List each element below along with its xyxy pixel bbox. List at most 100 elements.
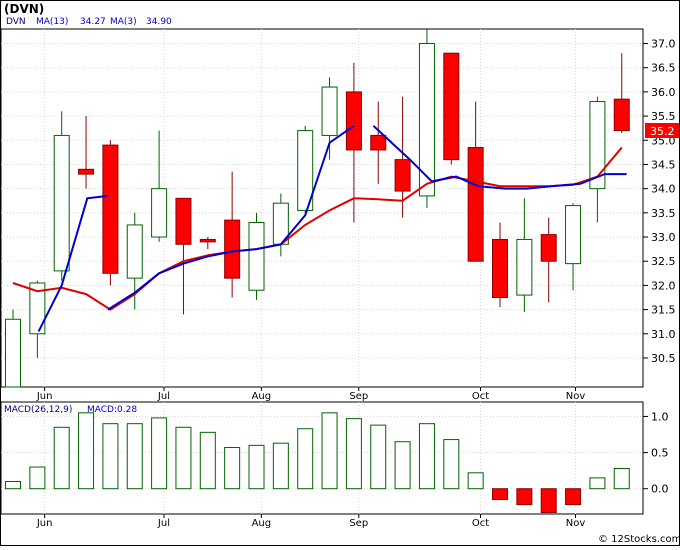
macd-bar <box>53 426 70 490</box>
macd-x-axis: Jun Jul Aug Sep Oct Nov <box>36 514 585 529</box>
macd-bar <box>199 431 216 490</box>
price-y-tick-label: 37.0 <box>651 38 676 51</box>
candle-body <box>321 86 338 136</box>
candle-body <box>516 238 533 296</box>
macd-bar <box>5 480 21 490</box>
candle-body <box>540 234 557 262</box>
macd-bar <box>613 467 630 490</box>
ma13-line-segment <box>107 124 355 311</box>
price-y-tick-label: 33.5 <box>651 207 676 220</box>
macd-x-tick-label: Jun <box>36 518 53 529</box>
macd-bar <box>443 439 460 490</box>
price-y-tick-label: 34.0 <box>651 183 676 196</box>
price-y-tick-label: 34.5 <box>651 158 676 171</box>
candle-body <box>492 238 508 299</box>
price-x-tick-label: Oct <box>472 391 489 402</box>
macd-bar <box>345 418 362 490</box>
price-y-tick-label: 31.5 <box>651 304 676 317</box>
price-x-tick-label: Aug <box>252 391 272 402</box>
legend-ma13-label: MA(13) <box>36 17 68 27</box>
candle-body <box>345 91 362 151</box>
macd-bar <box>29 466 46 490</box>
macd-bar <box>565 488 582 506</box>
macd-y-tick-label: 1.0 <box>651 410 669 423</box>
candle-body <box>370 134 387 151</box>
macd-bar <box>540 488 557 514</box>
candle-body <box>589 101 606 190</box>
legend-symbol: DVN <box>6 17 26 27</box>
macd-bar <box>272 442 289 490</box>
macd-bar <box>102 423 119 490</box>
candle-body <box>394 159 411 192</box>
macd-x-tick-label: Nov <box>566 518 586 529</box>
candle-body <box>467 147 484 262</box>
ma13-line-segment <box>372 125 627 190</box>
macd-bar <box>394 441 411 490</box>
candle-body <box>224 219 241 279</box>
macd-bar <box>589 477 606 490</box>
price-x-axis: Jun Jul Aug Sep Oct Nov <box>36 387 585 402</box>
candle-body <box>78 168 95 175</box>
candle-body <box>53 134 70 272</box>
macd-bar-series <box>5 412 630 514</box>
candle-body <box>297 130 314 211</box>
macd-legend-value: MACD:0.28 <box>87 405 137 415</box>
price-y-tick-label: 30.5 <box>651 352 676 365</box>
last-price-badge <box>645 123 679 138</box>
macd-bar <box>492 488 508 501</box>
price-y-tick-label: 32.0 <box>651 279 676 292</box>
price-y-tick-label: 36.0 <box>651 86 676 99</box>
macd-x-tick-label: Sep <box>349 518 368 529</box>
macd-bar <box>224 447 241 490</box>
macd-x-tick-label: Oct <box>472 518 489 529</box>
ma13-line-segment <box>37 194 109 332</box>
macd-bar <box>467 472 484 490</box>
macd-bar <box>175 426 192 490</box>
price-y-tick-label: 36.5 <box>651 62 676 75</box>
macd-y-tick-label: 0.0 <box>651 483 669 496</box>
candle-body <box>29 282 46 335</box>
price-y-tick-label: 33.0 <box>651 231 676 244</box>
macd-bar <box>151 417 168 490</box>
price-y-tick-label: 35.5 <box>651 110 676 123</box>
price-x-tick-label: Nov <box>566 391 586 402</box>
candlestick-series <box>5 29 630 388</box>
macd-bar <box>418 423 435 490</box>
footer-credit: © 12Stocks.com <box>598 534 680 545</box>
candle-body <box>151 188 168 238</box>
price-x-tick-label: Jul <box>157 391 170 402</box>
macd-bar <box>78 412 95 490</box>
last-price-label: 35.2 <box>650 125 675 138</box>
macd-x-tick-label: Jul <box>157 518 170 529</box>
candle-body <box>248 222 265 291</box>
candle-body <box>199 238 216 243</box>
moving-average-lines <box>12 124 627 332</box>
macd-y-axis: 0.0 0.5 1.0 <box>643 410 669 496</box>
macd-legend-label: MACD(26,12,9) <box>4 405 72 415</box>
macd-bar <box>297 428 314 490</box>
candle-body <box>5 318 21 388</box>
macd-bar <box>516 488 533 506</box>
candle-body <box>565 205 582 265</box>
macd-y-tick-label: 0.5 <box>651 447 669 460</box>
price-y-tick-label: 31.0 <box>651 328 676 341</box>
candle-body <box>175 197 192 245</box>
price-x-tick-label: Jun <box>36 391 53 402</box>
candle-body <box>418 43 435 197</box>
macd-x-tick-label: Aug <box>252 518 272 529</box>
legend-ma13-value: 34.27 <box>80 17 106 27</box>
price-x-tick-label: Sep <box>349 391 368 402</box>
candle-body <box>126 224 143 279</box>
macd-bar <box>370 424 387 490</box>
candle-body <box>443 52 460 161</box>
macd-bar <box>126 423 143 490</box>
candle-body <box>613 98 630 132</box>
candle-body <box>102 144 119 274</box>
macd-bar <box>321 412 338 490</box>
price-y-tick-label: 32.5 <box>651 255 676 268</box>
legend-ma3-value: 34.90 <box>146 17 172 27</box>
price-y-axis: 30.531.031.532.032.533.033.534.034.535.0… <box>643 38 676 365</box>
ticker-title: (DVN) <box>4 2 44 16</box>
